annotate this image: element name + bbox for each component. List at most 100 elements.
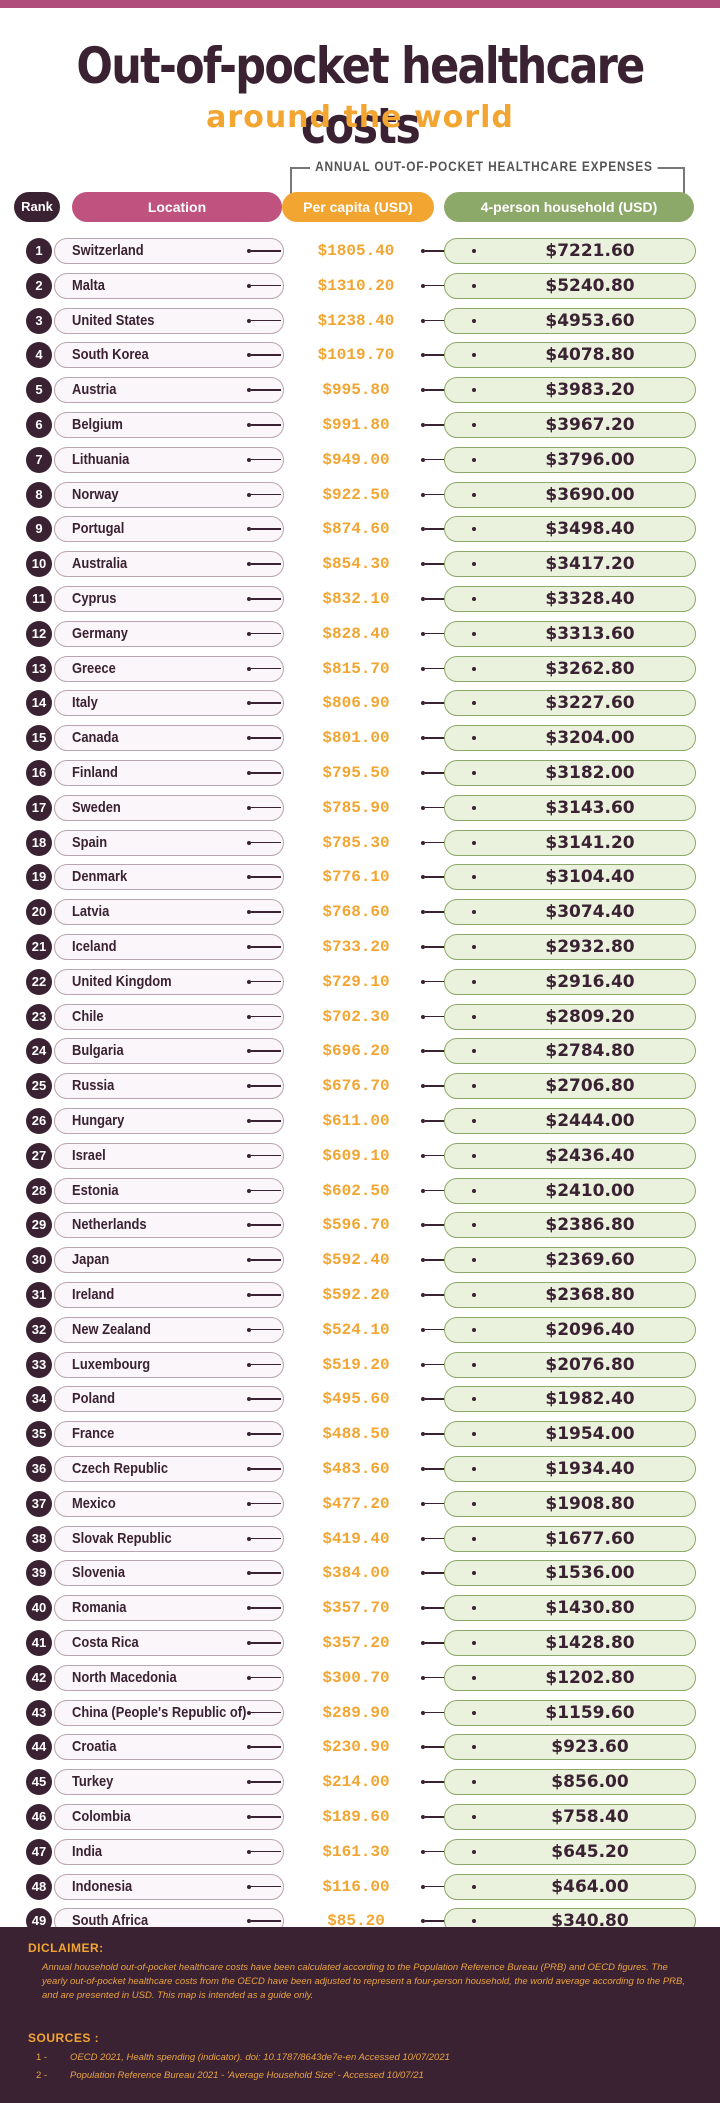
per-capita-value: $483.60 xyxy=(322,1460,390,1478)
connector-dot xyxy=(421,1223,425,1228)
per-capita-value: $524.10 xyxy=(322,1320,390,1339)
connector-dot xyxy=(421,1675,425,1680)
connector-dot xyxy=(472,1153,476,1158)
household-pill xyxy=(444,551,696,578)
rank-badge: 4 xyxy=(26,342,52,369)
household-pill xyxy=(444,1734,696,1761)
household-pill xyxy=(444,412,696,438)
connector-dot xyxy=(247,318,251,323)
connector-dot xyxy=(247,1327,251,1332)
source-number: 2 - xyxy=(36,2070,48,2081)
connector-line xyxy=(251,250,281,252)
connector-dot xyxy=(247,423,251,427)
connector-dot xyxy=(247,1780,251,1785)
household-value: $3313.60 xyxy=(545,623,635,644)
household-pill xyxy=(444,655,696,682)
household-pill xyxy=(444,1804,696,1830)
location-name: Norway xyxy=(72,485,119,503)
table-row: 35 France $488.50 $1954.00 xyxy=(0,1419,720,1449)
per-capita-value: $874.60 xyxy=(322,520,390,539)
connector-line xyxy=(251,1433,281,1435)
connector-dot xyxy=(472,875,476,880)
location-pill xyxy=(54,1595,284,1622)
household-value: $2436.40 xyxy=(545,1145,635,1166)
household-pill xyxy=(444,272,696,299)
location-pill xyxy=(54,794,284,821)
per-capita-value: $419.40 xyxy=(322,1529,390,1548)
household-value: $3227.60 xyxy=(545,693,635,714)
connector-line xyxy=(251,1120,281,1122)
household-value: $464.00 xyxy=(551,1876,629,1897)
location-name: Greece xyxy=(72,659,116,677)
per-capita-value: $161.30 xyxy=(322,1842,390,1861)
location-name: Czech Republic xyxy=(72,1460,169,1477)
location-pill xyxy=(54,1247,284,1274)
rank-badge: 34 xyxy=(26,1386,52,1413)
connector-dot xyxy=(247,562,251,567)
rank-badge: 13 xyxy=(26,655,52,682)
household-value: $1954.00 xyxy=(545,1424,635,1445)
connector-line xyxy=(251,1572,281,1574)
connector-dot xyxy=(421,771,425,775)
connector-dot xyxy=(472,562,476,567)
location-pill xyxy=(54,1073,284,1100)
location-name: Ireland xyxy=(72,1286,115,1303)
column-header-location: Location xyxy=(72,192,282,222)
table-row: 26 Hungary $611.00 $2444.00 xyxy=(0,1106,720,1136)
location-pill xyxy=(54,1490,284,1517)
connector-dot xyxy=(472,1884,476,1889)
per-capita-value: $230.90 xyxy=(322,1738,390,1757)
connector-dot xyxy=(247,771,251,775)
table-row: 21 Iceland $733.20 $2932.80 xyxy=(0,932,720,962)
connector-line xyxy=(251,1189,281,1192)
per-capita-value: $592.40 xyxy=(322,1251,390,1270)
connector-dot xyxy=(247,1432,251,1437)
location-name: New Zealand xyxy=(72,1320,151,1338)
connector-dot xyxy=(421,840,425,845)
location-pill xyxy=(54,760,284,786)
connector-dot xyxy=(421,736,425,741)
household-pill xyxy=(444,516,696,543)
connector-dot xyxy=(472,631,476,636)
location-name: Lithuania xyxy=(72,450,130,468)
connector-line xyxy=(251,1746,281,1748)
connector-dot xyxy=(472,249,476,253)
per-capita-value: $828.40 xyxy=(322,624,390,643)
location-name: Italy xyxy=(72,694,98,712)
connector-line xyxy=(251,1816,281,1818)
per-capita-value: $733.20 xyxy=(322,938,390,956)
connector-dot xyxy=(421,318,425,323)
per-capita-value: $801.00 xyxy=(322,729,390,748)
connector-dot xyxy=(472,1362,476,1367)
rank-badge: 6 xyxy=(26,412,52,438)
per-capita-value: $806.90 xyxy=(322,694,390,713)
connector-dot xyxy=(247,1014,251,1019)
connector-dot xyxy=(247,1362,251,1367)
rank-badge: 19 xyxy=(26,864,52,891)
rank-badge: 8 xyxy=(26,481,52,508)
connector-dot xyxy=(472,1188,476,1193)
connector-line xyxy=(251,946,281,948)
household-value: $3074.40 xyxy=(545,902,635,923)
per-capita-value: $300.70 xyxy=(322,1668,390,1687)
table-row: 39 Slovenia $384.00 $1536.00 xyxy=(0,1558,720,1588)
household-pill xyxy=(444,1247,696,1274)
connector-dot xyxy=(421,457,425,462)
household-value: $1677.60 xyxy=(545,1528,635,1549)
page-title: Out-of-pocket healthcare costs xyxy=(76,37,645,155)
connector-dot xyxy=(472,666,476,671)
rank-badge: 48 xyxy=(26,1873,52,1900)
household-value: $2706.80 xyxy=(545,1076,635,1097)
connector-dot xyxy=(472,1641,476,1645)
location-pill xyxy=(54,829,284,856)
connector-dot xyxy=(247,1397,251,1402)
table-row: 19 Denmark $776.10 $3104.40 xyxy=(0,862,720,892)
household-value: $3690.00 xyxy=(545,484,635,505)
household-pill xyxy=(444,864,696,891)
connector-dot xyxy=(421,1397,425,1402)
connector-dot xyxy=(472,1084,476,1089)
location-pill xyxy=(54,1212,284,1239)
rank-badge: 15 xyxy=(26,725,52,752)
connector-dot xyxy=(247,701,251,706)
rank-badge: 26 xyxy=(26,1108,52,1134)
